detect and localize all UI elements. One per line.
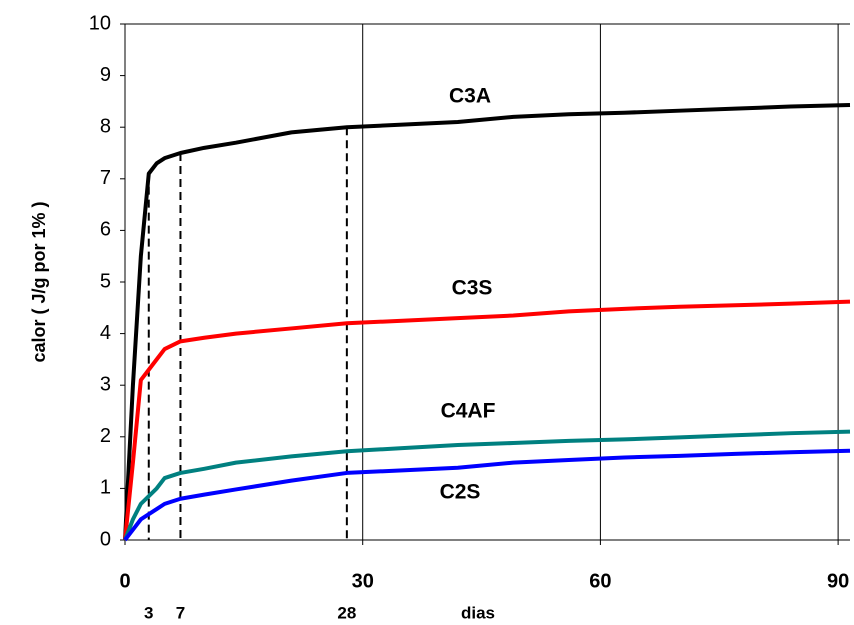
series-label: C4AF <box>441 400 496 423</box>
reference-label: 3 <box>144 603 153 622</box>
y-tick-label: 4 <box>100 322 111 344</box>
x-tick-label: 60 <box>589 570 611 592</box>
series-line <box>123 429 851 541</box>
series-line <box>123 299 851 541</box>
y-tick-label: 2 <box>100 425 111 447</box>
y-tick-label: 6 <box>100 219 111 241</box>
series-line <box>123 448 851 542</box>
series-label: C2S <box>440 481 481 504</box>
y-axis-label: calor ( J/g por 1% ) <box>29 201 49 362</box>
y-tick-label: 9 <box>100 64 111 86</box>
x-tick-label: 90 <box>827 570 849 592</box>
y-tick-label: 1 <box>100 477 111 499</box>
reference-label: 28 <box>337 603 356 622</box>
y-tick-label: 7 <box>100 167 111 189</box>
y-tick-label: 0 <box>100 528 111 550</box>
y-tick-label: 3 <box>100 373 111 395</box>
series-label: C3S <box>452 277 493 300</box>
x-tick-label: 30 <box>352 570 374 592</box>
x-axis-label: dias <box>461 603 495 622</box>
series-line <box>123 103 851 541</box>
y-tick-label: 8 <box>100 115 111 137</box>
reference-label: 7 <box>176 603 185 622</box>
y-tick-label: 5 <box>100 270 111 292</box>
y-tick-label: 10 <box>89 12 111 34</box>
x-tick-label: 0 <box>119 570 130 592</box>
series-label: C3A <box>449 85 491 108</box>
